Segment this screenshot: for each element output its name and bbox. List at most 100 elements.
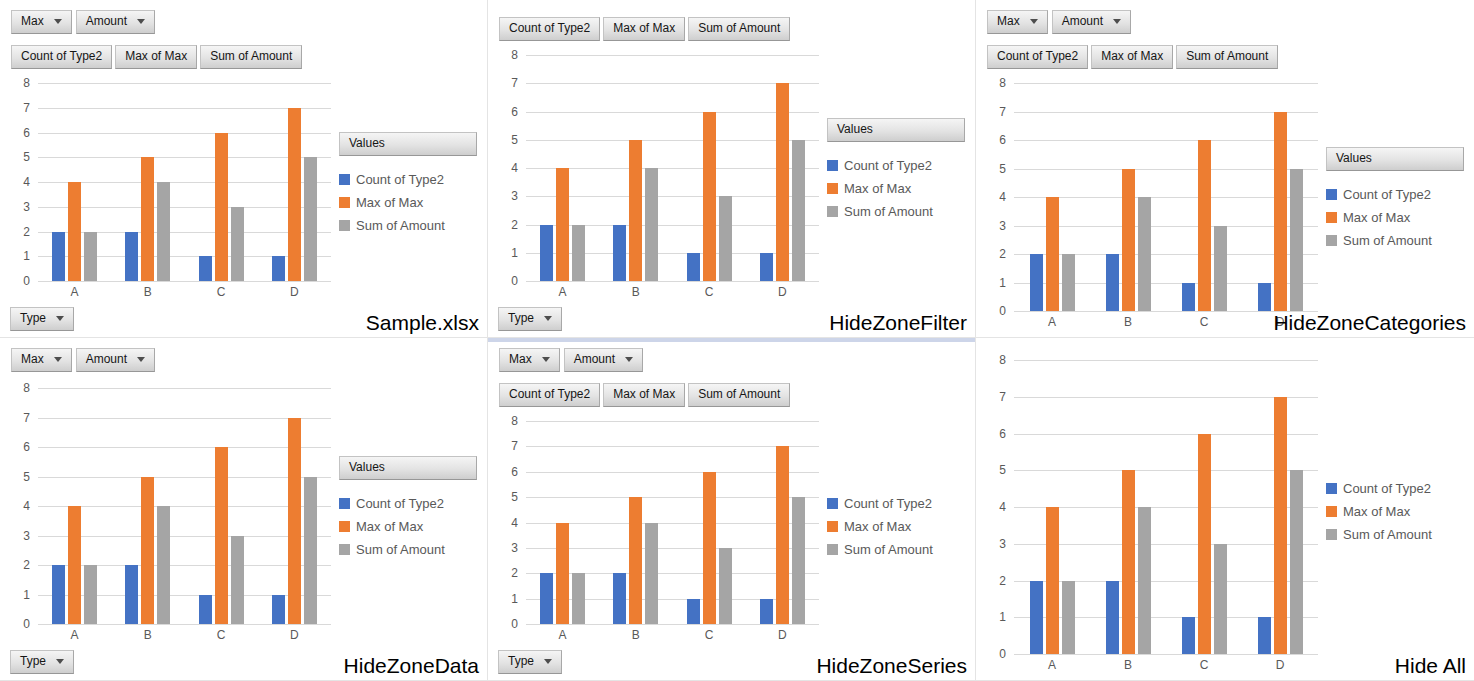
filter-field-button-max[interactable]: Max <box>987 10 1048 34</box>
bar-sum-of-amount-b <box>157 506 170 624</box>
value-field-button-max-of-max[interactable]: Max of Max <box>603 17 685 41</box>
bar-count-of-type2-b <box>613 573 626 624</box>
axis-field-button-type[interactable]: Type <box>10 650 74 674</box>
y-axis-tick-label: 1 <box>999 610 1006 624</box>
bar-max-of-max-c <box>703 112 716 282</box>
y-axis-tick-label: 6 <box>511 105 518 119</box>
value-field-button-label: Sum of Amount <box>1186 49 1268 64</box>
x-axis-category-label-b: B <box>111 285 184 299</box>
bar-group-d <box>746 55 819 281</box>
value-field-button-max-of-max[interactable]: Max of Max <box>1091 45 1173 69</box>
plot-area <box>38 388 331 624</box>
dropdown-arrow-icon <box>137 19 145 24</box>
filter-field-button-amount[interactable]: Amount <box>1052 10 1131 34</box>
category-axis: ABCD <box>1014 654 1318 676</box>
y-axis-tick-label: 7 <box>23 101 30 115</box>
y-axis-tick-label: 2 <box>23 225 30 239</box>
bar-max-of-max-c <box>1198 434 1211 655</box>
bar-sum-of-amount-d <box>304 157 317 281</box>
value-field-button-sum-of-amount[interactable]: Sum of Amount <box>688 383 790 407</box>
legend-item-label: Sum of Amount <box>356 542 445 557</box>
value-field-button-sum-of-amount[interactable]: Sum of Amount <box>1176 45 1278 69</box>
value-field-button-count-of-type2[interactable]: Count of Type2 <box>499 17 600 41</box>
bar-max-of-max-a <box>1046 197 1059 311</box>
legend-swatch-icon <box>339 220 350 231</box>
y-axis-tick-label: 4 <box>999 500 1006 514</box>
x-axis-category-label-c: C <box>185 285 258 299</box>
value-field-button-max-of-max[interactable]: Max of Max <box>115 45 197 69</box>
bar-group-a <box>38 388 111 624</box>
filter-field-button-amount[interactable]: Amount <box>564 348 643 372</box>
value-field-button-max-of-max[interactable]: Max of Max <box>603 383 685 407</box>
filter-field-button-amount[interactable]: Amount <box>76 348 155 372</box>
legend-item-label: Max of Max <box>356 519 423 534</box>
bar-group-b <box>111 388 184 624</box>
values-legend-field-button[interactable]: Values <box>827 118 965 142</box>
y-axis-tick-label: 2 <box>999 247 1006 261</box>
axis-field-button-type[interactable]: Type <box>498 650 562 674</box>
value-field-button-label: Count of Type2 <box>509 21 590 36</box>
legend-item-label: Max of Max <box>844 181 911 196</box>
legend: Values Count of Type2Max of MaxSum of Am… <box>1326 69 1466 333</box>
bar-count-of-type2-d <box>272 595 285 625</box>
bar-max-of-max-d <box>776 83 789 281</box>
value-field-button-count-of-type2[interactable]: Count of Type2 <box>987 45 1088 69</box>
gridline <box>38 281 331 282</box>
values-legend-field-button[interactable]: Values <box>1326 147 1464 171</box>
y-axis-tick-label: 7 <box>999 105 1006 119</box>
value-field-button-sum-of-amount[interactable]: Sum of Amount <box>200 45 302 69</box>
bar-sum-of-amount-b <box>157 182 170 281</box>
legend-swatch-icon <box>827 160 838 171</box>
value-field-button-sum-of-amount[interactable]: Sum of Amount <box>688 17 790 41</box>
legend-swatch-icon <box>1326 483 1337 494</box>
y-axis-tick-label: 1 <box>511 592 518 606</box>
legend-item-max-of-max: Max of Max <box>827 181 965 196</box>
bar-sum-of-amount-d <box>792 140 805 281</box>
bar-group-b <box>599 55 672 281</box>
axis-field-button-type[interactable]: Type <box>498 307 562 331</box>
bar-group-c <box>1166 360 1242 654</box>
y-axis-tick-label: 8 <box>23 381 30 395</box>
filter-field-button-amount[interactable]: Amount <box>76 10 155 34</box>
gridline <box>526 281 819 282</box>
legend-swatch-icon <box>339 197 350 208</box>
bar-max-of-max-a <box>556 523 569 625</box>
y-axis-tick-label: 0 <box>511 274 518 288</box>
values-legend-label: Values <box>1336 151 1372 166</box>
bar-sum-of-amount-d <box>1290 169 1303 312</box>
y-axis-tick-label: 4 <box>511 161 518 175</box>
legend: Values Count of Type2Max of MaxSum of Am… <box>339 69 479 303</box>
filter-field-button-max[interactable]: Max <box>11 10 72 34</box>
axis-field-button-type[interactable]: Type <box>10 307 74 331</box>
values-legend-field-button[interactable]: Values <box>339 456 477 480</box>
legend-item-label: Sum of Amount <box>844 542 933 557</box>
plot-area <box>1014 360 1318 654</box>
legend-item-label: Sum of Amount <box>1343 527 1432 542</box>
axis-field-button-label: Type <box>508 654 534 669</box>
legend-item-sum-of-amount: Sum of Amount <box>1326 527 1464 542</box>
value-field-button-count-of-type2[interactable]: Count of Type2 <box>499 383 600 407</box>
values-legend-field-button[interactable]: Values <box>339 132 477 156</box>
y-axis-tick-label: 7 <box>999 390 1006 404</box>
value-field-button-count-of-type2[interactable]: Count of Type2 <box>11 45 112 69</box>
value-field-button-label: Count of Type2 <box>997 49 1078 64</box>
legend: Count of Type2Max of MaxSum of Amount <box>1326 346 1466 676</box>
x-axis-category-label-b: B <box>1090 315 1166 329</box>
legend-swatch-icon <box>1326 529 1337 540</box>
bar-max-of-max-a <box>1046 507 1059 654</box>
plot: 012345678 <box>526 55 819 281</box>
filter-field-button-max[interactable]: Max <box>499 348 560 372</box>
bar-max-of-max-c <box>1198 140 1211 311</box>
y-axis-tick-label: 3 <box>511 541 518 555</box>
bar-max-of-max-b <box>629 140 642 281</box>
bar-sum-of-amount-c <box>1214 544 1227 654</box>
legend-item-sum-of-amount: Sum of Amount <box>339 542 477 557</box>
dropdown-arrow-icon <box>54 357 62 362</box>
x-axis-category-label-d: D <box>746 628 819 642</box>
plot-area <box>526 421 819 624</box>
bar-count-of-type2-a <box>1030 581 1043 655</box>
report-filter-button-row: Max Amount <box>499 348 967 372</box>
x-axis-category-label-c: C <box>185 628 258 642</box>
legend-item-label: Count of Type2 <box>844 496 932 511</box>
filter-field-button-max[interactable]: Max <box>11 348 72 372</box>
